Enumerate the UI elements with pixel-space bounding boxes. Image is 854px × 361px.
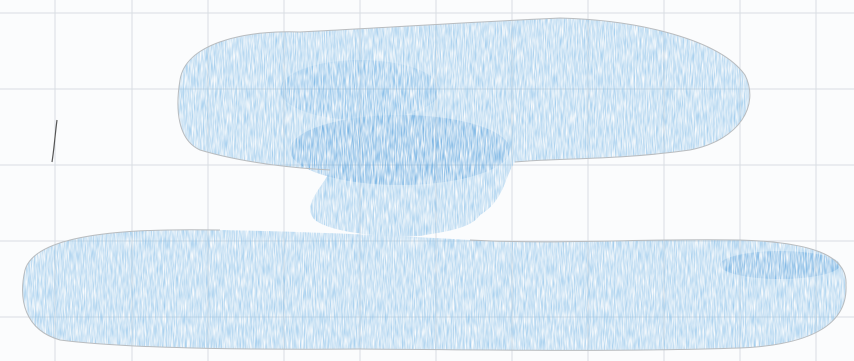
pencil-stroke — [51, 119, 58, 163]
bottom-cloud-fill — [22, 229, 847, 351]
dense-shading — [720, 251, 840, 279]
bottom-cloud-outline — [22, 229, 847, 351]
top-cloud-outline — [179, 17, 751, 163]
crayon-fill — [22, 18, 847, 351]
dense-shading — [280, 60, 440, 120]
dense-shading — [290, 115, 510, 185]
top-cloud-outline — [177, 79, 331, 171]
